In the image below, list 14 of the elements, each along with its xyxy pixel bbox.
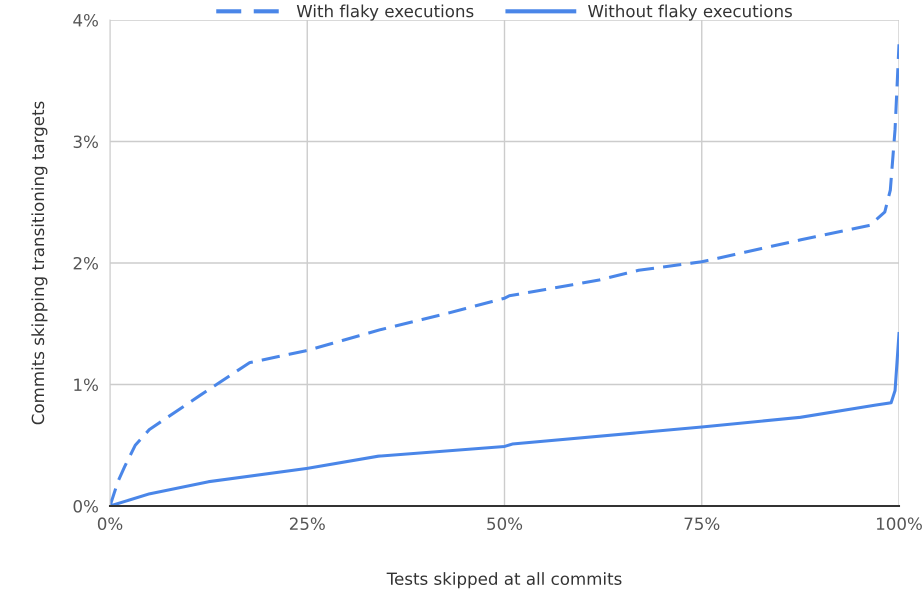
x-tick-label: 100% bbox=[877, 517, 922, 530]
y-tick-label: 4% bbox=[73, 14, 98, 27]
y-tick-label: 2% bbox=[74, 256, 98, 270]
legend-label: With flaky executions bbox=[296, 4, 474, 21]
x-axis-title: Tests skipped at all commits bbox=[386, 572, 622, 588]
legend-label: Without flaky executions bbox=[588, 4, 792, 21]
x-tick-label: 50% bbox=[487, 517, 522, 530]
x-tick-label: 25% bbox=[290, 517, 325, 530]
y-axis-title: Commits skipping transitioning targets bbox=[31, 102, 48, 424]
x-tick-label: 75% bbox=[684, 517, 720, 530]
y-tick-label: 1% bbox=[74, 378, 98, 392]
y-tick-label: 0% bbox=[74, 500, 98, 513]
x-tick-label: 0% bbox=[98, 517, 122, 530]
y-tick-label: 3% bbox=[74, 135, 98, 148]
